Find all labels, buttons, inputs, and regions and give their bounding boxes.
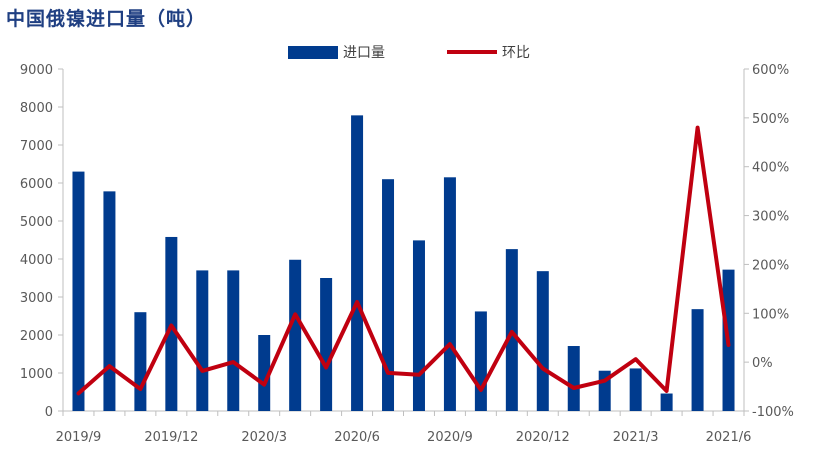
legend-swatch-bars: [288, 45, 338, 59]
y-right-tick-label: 0%: [752, 356, 773, 371]
y-left-tick-label: 3000: [20, 291, 53, 306]
x-tick-label: 2020/9: [427, 430, 473, 445]
legend-item-bars: 进口量: [288, 42, 385, 62]
bar: [103, 191, 116, 411]
legend-item-line: 环比: [447, 42, 530, 62]
bar: [629, 368, 642, 411]
bar: [258, 335, 271, 411]
bar: [412, 240, 425, 411]
y-left-tick-label: 6000: [20, 177, 53, 192]
bar: [320, 278, 333, 411]
x-tick-label: 2021/6: [706, 430, 752, 445]
y-left-tick-label: 4000: [20, 253, 53, 268]
bar: [567, 346, 580, 411]
x-tick-label: 2020/6: [334, 430, 380, 445]
x-tick-label: 2021/3: [613, 430, 659, 445]
bar: [382, 179, 395, 411]
line-series-mom: [76, 125, 731, 396]
chart-title: 中国俄镍进口量（吨）: [6, 8, 207, 30]
y-left-tick-label: 9000: [20, 63, 53, 78]
bar: [660, 393, 673, 411]
bar: [474, 311, 487, 411]
bar: [289, 259, 302, 411]
x-tick-label: 2020/3: [241, 430, 287, 445]
x-tick-label: 2019/12: [144, 430, 198, 445]
bar: [196, 270, 209, 411]
y-left-tick-label: 1000: [20, 367, 53, 382]
x-tick-label: 2020/12: [516, 430, 570, 445]
y-right-tick-label: 600%: [752, 63, 789, 78]
bar: [72, 171, 85, 411]
bar: [536, 271, 549, 411]
y-left-tick-label: 0: [45, 405, 53, 420]
bar: [227, 270, 240, 411]
legend: 进口量 环比: [288, 41, 592, 63]
legend-label-line: 环比: [502, 45, 530, 61]
y-left-tick-label: 8000: [20, 101, 53, 116]
y-left-tick-label: 7000: [20, 139, 53, 154]
y-right-tick-label: 400%: [752, 161, 789, 176]
bar: [351, 115, 364, 412]
y-right-tick-label: -100%: [752, 405, 794, 420]
legend-swatch-line: [447, 50, 497, 54]
bar: [134, 312, 147, 411]
bar: [443, 177, 456, 411]
y-right-tick-label: 300%: [752, 210, 789, 225]
x-tick-label: 2019/9: [56, 430, 102, 445]
bar: [691, 309, 704, 411]
y-right-tick-label: 200%: [752, 258, 789, 273]
legend-label-bars: 进口量: [343, 45, 385, 61]
y-left-tick-label: 5000: [20, 215, 53, 230]
y-left-tick-label: 2000: [20, 329, 53, 344]
y-right-tick-label: 100%: [752, 307, 789, 322]
y-right-tick-label: 500%: [752, 112, 789, 127]
